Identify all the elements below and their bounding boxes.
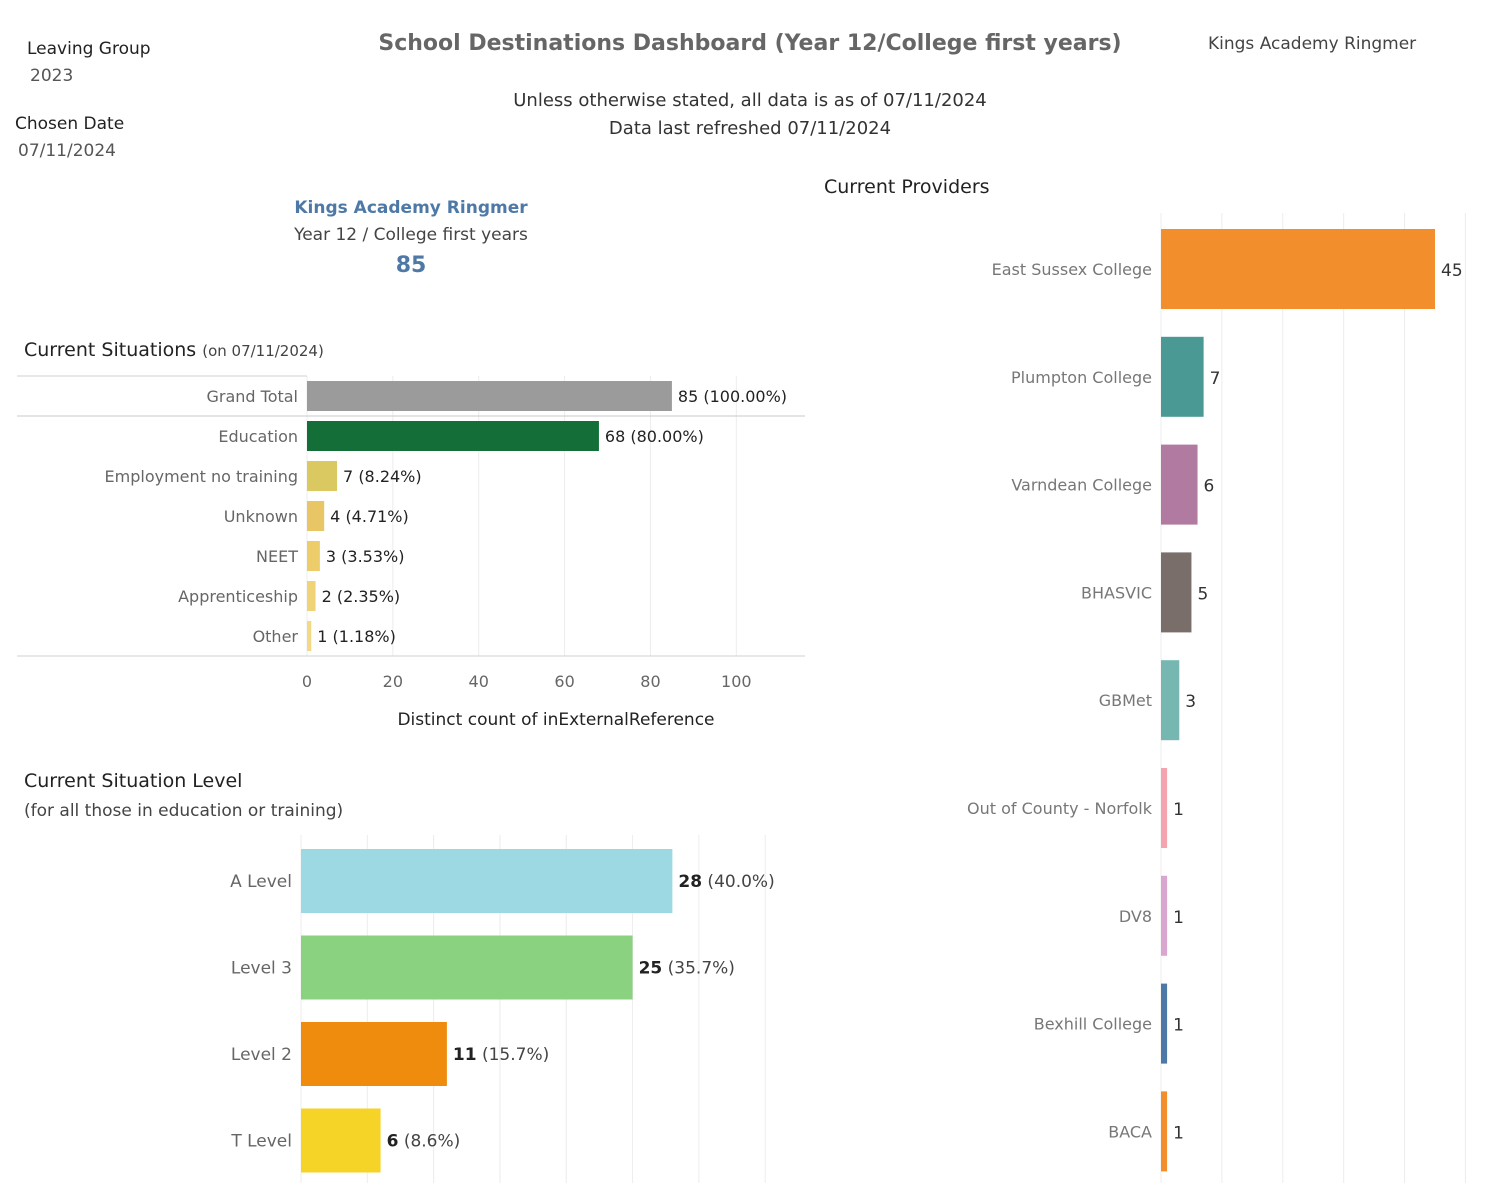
category-label-t-level: T Level [230,1132,292,1152]
category-label-bhasvic: BHASVIC [1081,583,1152,602]
category-label-a-level: A Level [230,872,292,892]
bar-east-sussex-college [1161,229,1435,309]
data-label-percent: (35.7%) [662,959,735,979]
category-label-gbmet: GBMet [1099,691,1152,710]
bar-a-level [301,849,673,913]
category-label-baca: BACA [1108,1122,1152,1141]
category-label-apprenticeship: Apprenticeship [178,587,298,606]
providers-chart: East Sussex College 45 Plumpton College 7 Va… [967,213,1466,1183]
x-axis-title: Distinct count of inExternalReference [397,710,714,730]
data-label-varndean-college: 6 [1204,477,1215,497]
category-label-plumpton-college: Plumpton College [1011,368,1152,387]
data-label-grand-total: 85 (100.00%) [678,387,787,406]
x-tick-label: 40 [469,672,489,691]
x-tick-label: 100 [721,672,752,691]
bar-gbmet [1161,660,1180,741]
data-label-out-of-county-norfolk: 1 [1173,800,1184,820]
category-label-grand-total: Grand Total [206,387,298,406]
data-label-level-3: 25 (35.7%) [639,959,735,979]
bar-bhasvic [1161,552,1192,633]
bar-level-2 [301,1022,447,1086]
data-label-bexhill-college: 1 [1173,1016,1184,1036]
category-label-level-2: Level 2 [231,1045,292,1065]
providers-title: Current Providers [824,176,990,198]
category-label-out-of-county-norfolk: Out of County - Norfolk [967,799,1153,818]
bar-t-level [301,1108,381,1173]
data-label-employment-no-training: 7 (8.24%) [343,467,422,486]
category-label-unknown: Unknown [224,507,298,526]
data-refreshed-note: Data last refreshed 07/11/2024 [608,118,892,139]
dashboard-title: School Destinations Dashboard (Year 12/C… [378,31,1122,56]
kpi-label: Year 12 / College first years [294,225,528,245]
data-label-percent: (40.0%) [702,872,775,892]
data-as-of-note: Unless otherwise stated, all data is as … [513,90,987,111]
data-label-count: 6 [387,1132,399,1152]
situations-title: Current Situations (on 07/11/2024) [24,339,324,361]
data-label-other: 1 (1.18%) [317,627,396,646]
data-label-count: 11 [453,1045,477,1065]
bar-baca [1161,1091,1168,1172]
data-label-neet: 3 (3.53%) [326,547,405,566]
situations-title-text: Current Situations [24,339,197,361]
bar-varndean-college [1161,444,1198,525]
category-label-neet: NEET [256,547,298,566]
levels-chart: A Level 28 (40.0%) Level 3 25 (35.7%) Level … [230,835,775,1183]
data-label-count: 28 [678,872,702,892]
category-label-employment-no-training: Employment no training [105,467,298,486]
category-label-varndean-college: Varndean College [1011,476,1152,495]
bar-bexhill-college [1161,983,1168,1064]
data-label-count: 25 [639,959,663,979]
data-label-dv8: 1 [1173,908,1184,928]
bar-level-3 [301,935,633,1000]
data-label-a-level: 28 (40.0%) [678,872,774,892]
category-label-dv8: DV8 [1119,907,1152,926]
situations-title-note: (on 07/11/2024) [202,342,324,360]
data-label-gbmet: 3 [1185,692,1196,712]
bar-dv8 [1161,875,1168,956]
data-label-education: 68 (80.00%) [605,427,704,446]
data-label-baca: 1 [1173,1123,1184,1143]
category-label-other: Other [253,627,299,646]
category-label-level-3: Level 3 [231,959,292,979]
chosen-date-value[interactable]: 07/11/2024 [18,141,116,161]
data-label-t-level: 6 (8.6%) [387,1132,461,1152]
bar-plumpton-college [1161,336,1204,417]
category-label-east-sussex-college: East Sussex College [992,260,1152,279]
kpi-value: 85 [395,253,427,278]
situations-chart: Grand Total 85 (100.00%) Education 68 (80.0… [17,375,805,730]
leaving-group-value[interactable]: 2023 [30,66,74,86]
data-label-plumpton-college: 7 [1210,369,1221,389]
chosen-date-label: Chosen Date [15,114,125,134]
category-label-bexhill-college: Bexhill College [1034,1015,1152,1034]
bar-unknown [307,501,325,531]
data-label-percent: (15.7%) [477,1045,550,1065]
bar-other [307,621,312,651]
category-label-education: Education [218,427,298,446]
levels-subtitle: (for all those in education or training) [24,801,344,821]
leaving-group-label: Leaving Group [27,39,151,59]
kpi-school-name: Kings Academy Ringmer [294,198,528,218]
levels-title: Current Situation Level [24,770,243,792]
bar-neet [307,541,320,571]
bar-employment-no-training [307,461,338,491]
data-label-percent: (8.6%) [398,1132,460,1152]
data-label-level-2: 11 (15.7%) [453,1045,549,1065]
data-label-apprenticeship: 2 (2.35%) [322,587,401,606]
x-tick-label: 20 [383,672,403,691]
bar-education [307,421,599,451]
x-tick-label: 0 [302,672,312,691]
x-tick-label: 60 [554,672,574,691]
bar-out-of-county-norfolk [1161,768,1168,848]
data-label-unknown: 4 (4.71%) [330,507,409,526]
bar-grand-total [307,381,672,411]
bar-apprenticeship [307,581,316,611]
header-school-name: Kings Academy Ringmer [1208,34,1417,54]
data-label-east-sussex-college: 45 [1441,261,1463,281]
x-tick-label: 80 [640,672,660,691]
data-label-bhasvic: 5 [1197,584,1208,604]
